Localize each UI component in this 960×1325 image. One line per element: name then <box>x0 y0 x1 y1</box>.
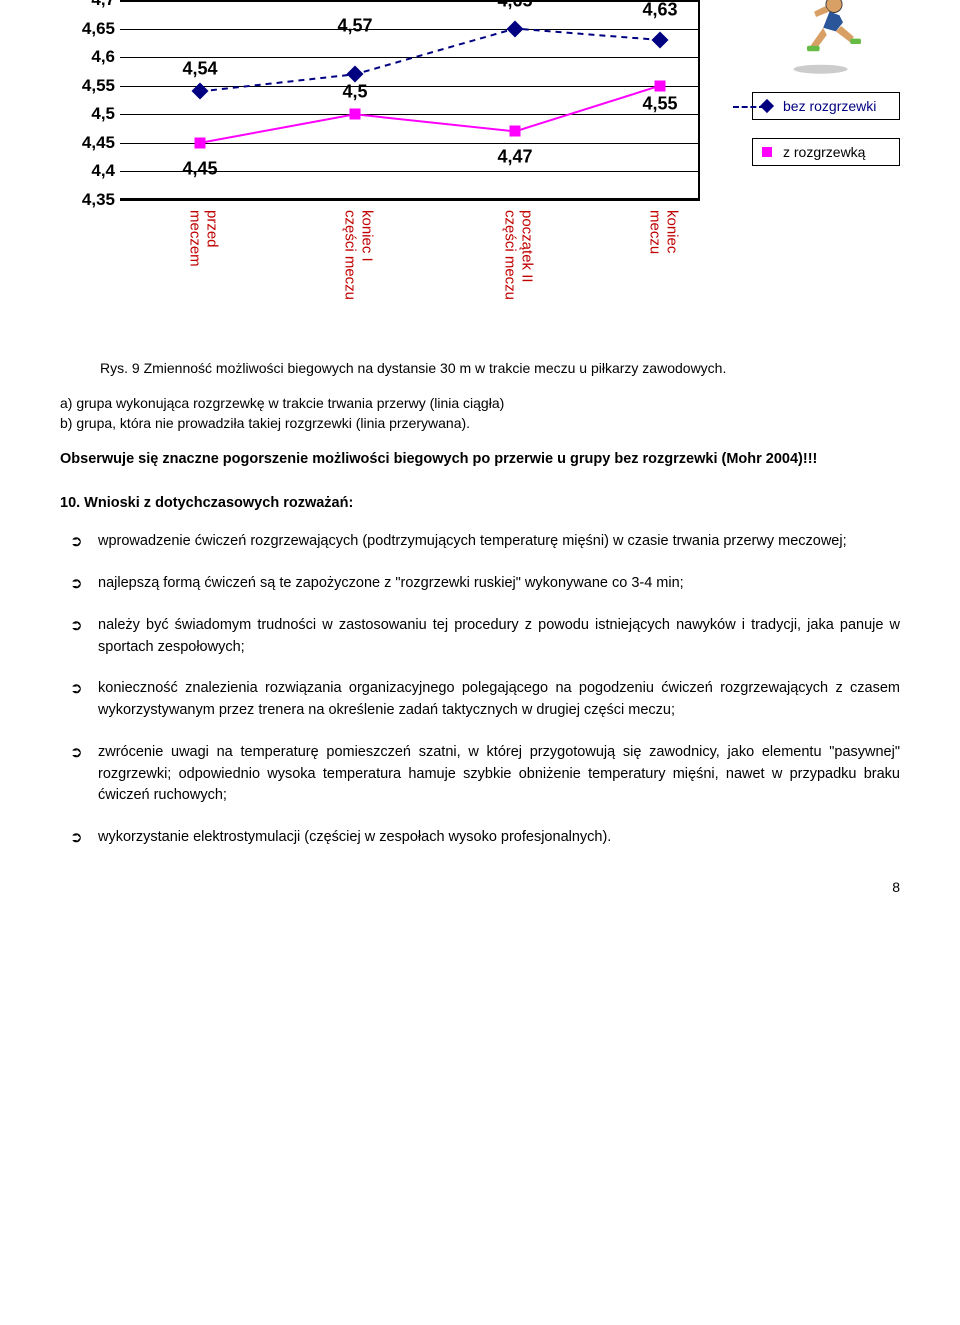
x-tick-label: przedmeczem <box>186 210 221 330</box>
y-gridline <box>120 86 700 87</box>
group-a-text: a) grupa wykonująca rozgrzewkę w trakcie… <box>60 395 504 411</box>
y-gridline <box>120 29 700 30</box>
y-tick-label: 4,6 <box>60 47 115 67</box>
data-label: 4,54 <box>182 59 217 80</box>
data-label: 4,5 <box>342 82 367 103</box>
data-label: 4,65 <box>497 0 532 11</box>
chart-marker <box>655 80 666 91</box>
runner-icon <box>780 0 870 80</box>
page-number: 8 <box>60 879 900 895</box>
y-gridline <box>120 0 700 1</box>
y-gridline <box>120 200 700 201</box>
observation-bold: Obserwuje się znaczne pogorszenie możliw… <box>60 449 900 469</box>
groups-description: a) grupa wykonująca rozgrzewkę w trakcie… <box>60 394 900 433</box>
group-b-text: b) grupa, która nie prowadziła takiej ro… <box>60 415 470 431</box>
y-tick-label: 4,5 <box>60 104 115 124</box>
y-tick-label: 4,55 <box>60 76 115 96</box>
figure-caption: Rys. 9 Zmienność możliwości biegowych na… <box>100 360 900 376</box>
data-label: 4,55 <box>642 93 677 114</box>
conclusion-item: wykorzystanie elektrostymulacji (częście… <box>98 827 900 849</box>
chart-marker <box>195 137 206 148</box>
y-tick-label: 4,4 <box>60 161 115 181</box>
conclusion-item: najlepszą formą ćwiczeń są te zapożyczon… <box>98 573 900 595</box>
y-tick-label: 4,65 <box>60 19 115 39</box>
y-tick-label: 4,45 <box>60 133 115 153</box>
legend-item: z rozgrzewką <box>752 138 900 166</box>
conclusion-item: zwrócenie uwagi na temperaturę pomieszcz… <box>98 742 900 807</box>
chart-marker <box>350 109 361 120</box>
section-heading: 10. Wnioski z dotychczasowych rozważań: <box>60 495 900 511</box>
x-tick-label: koniec Iczęści meczu <box>341 210 376 330</box>
chart-marker <box>510 126 521 137</box>
y-tick-label: 4,7 <box>60 0 115 10</box>
legend-item: bez rozgrzewki <box>752 92 900 120</box>
y-gridline <box>120 143 700 144</box>
legend-label: bez rozgrzewki <box>783 98 876 114</box>
data-label: 4,45 <box>182 158 217 179</box>
conclusion-item: należy być świadomym trudności w zastoso… <box>98 615 900 659</box>
x-tick-label: początek IIczęści meczu <box>501 210 536 330</box>
data-label: 4,47 <box>497 147 532 168</box>
legend-label: z rozgrzewką <box>783 144 865 160</box>
sprint-chart: 4,7 4,65 4,6 4,55 4,5 4,45 4,4 4,35 4,54 4,57 4,6… <box>60 0 900 340</box>
data-label: 4,63 <box>642 0 677 21</box>
x-tick-label: koniecmeczu <box>646 210 681 330</box>
conclusion-item: konieczność znalezienia rozwiązania orga… <box>98 678 900 722</box>
conclusion-item: wprowadzenie ćwiczeń rozgrzewających (po… <box>98 531 900 553</box>
conclusions-list: wprowadzenie ćwiczeń rozgrzewających (po… <box>60 531 900 849</box>
y-gridline <box>120 114 700 115</box>
y-tick-label: 4,35 <box>60 190 115 210</box>
data-label: 4,57 <box>337 16 372 37</box>
